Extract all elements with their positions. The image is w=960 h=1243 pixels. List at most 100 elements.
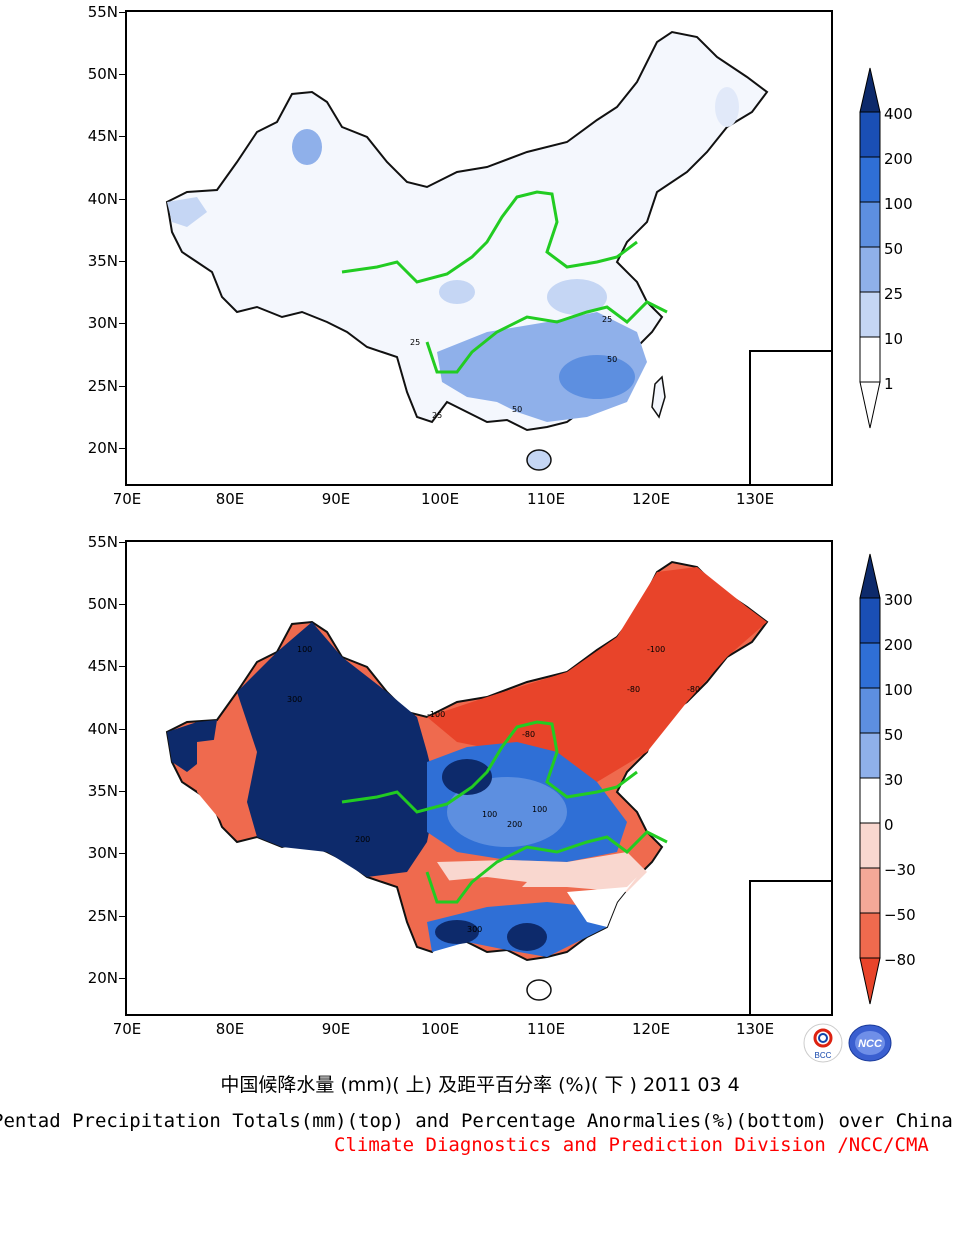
contour-label: -80: [687, 685, 700, 694]
lat-tick: [119, 261, 125, 262]
lat-tick: [119, 12, 125, 13]
lat-label: 45N: [87, 657, 118, 675]
contour-label: -100: [427, 710, 445, 719]
lon-label: 70E: [112, 1020, 142, 1038]
colorbar-top: [859, 67, 881, 429]
lat-tick: [119, 74, 125, 75]
lat-tick: [119, 666, 125, 667]
colorbar-label: 200: [884, 150, 913, 168]
colorbar-label: 400: [884, 105, 913, 123]
yellow-river: [341, 720, 638, 814]
lat-label: 55N: [87, 3, 118, 21]
contour-label: 300: [467, 925, 482, 934]
ncc-logo: NCC: [847, 1022, 892, 1064]
map-frame: -100 -80 100 300 200 100 -100 -80 -80 10…: [125, 540, 833, 1016]
lon-label: 100E: [420, 1020, 460, 1038]
lat-tick: [119, 199, 125, 200]
colorbar-label: 1: [884, 375, 894, 393]
china-precip-map: 25 25 25 50 50: [165, 30, 769, 471]
lat-tick: [119, 978, 125, 979]
colorbar-label: 100: [884, 195, 913, 213]
lon-label: 80E: [215, 1020, 245, 1038]
lon-label: 90E: [321, 1020, 351, 1038]
colorbar-label: −50: [884, 906, 916, 924]
lon-label: 100E: [420, 490, 460, 508]
contour-label: 50: [607, 355, 617, 364]
yangtze-river: [425, 300, 668, 374]
bcc-logo-text: BCC: [815, 1051, 832, 1060]
lat-label: 40N: [87, 190, 118, 208]
chinese-title: 中国候降水量 (mm)( 上) 及距平百分率 (%)( 下 ) 2011 03 …: [220, 1074, 740, 1096]
lat-tick: [119, 542, 125, 543]
lat-label: 20N: [87, 969, 118, 987]
lat-tick: [119, 386, 125, 387]
lon-label: 90E: [321, 490, 351, 508]
contour-label: 100: [482, 810, 497, 819]
lat-tick: [119, 916, 125, 917]
lat-tick: [119, 791, 125, 792]
lon-label: 130E: [735, 1020, 775, 1038]
credit-line: Climate Diagnostics and Prediction Divis…: [334, 1134, 929, 1156]
lon-label: 110E: [526, 1020, 566, 1038]
contour-label: -80: [522, 730, 535, 739]
lat-label: 55N: [87, 533, 118, 551]
colorbar-label: −80: [884, 951, 916, 969]
lon-label: 120E: [631, 490, 671, 508]
lon-label: 130E: [735, 490, 775, 508]
precip-anomaly-map-panel: -100 -80 100 300 200 100 -100 -80 -80 10…: [0, 530, 960, 1050]
lat-label: 30N: [87, 844, 118, 862]
contour-label: -80: [627, 685, 640, 694]
china-anomaly-map: -100 -80 100 300 200 100 -100 -80 -80 10…: [165, 560, 769, 1001]
lat-label: 40N: [87, 720, 118, 738]
colorbar-label: 0: [884, 816, 894, 834]
lat-tick: [119, 448, 125, 449]
bcc-logo: BCC: [802, 1022, 844, 1064]
colorbar-label: 300: [884, 591, 913, 609]
precip-total-map-panel: 25 25 25 50 50 55N 50N 45N 40N 35N 30N 2…: [0, 0, 960, 520]
yangtze-river: [425, 830, 668, 904]
contour-label: 300: [287, 695, 302, 704]
contour-label: 200: [507, 820, 522, 829]
lat-tick: [119, 853, 125, 854]
colorbar-label: 10: [884, 330, 904, 348]
colorbar-label: 25: [884, 285, 904, 303]
lat-label: 25N: [87, 377, 118, 395]
lon-label: 120E: [631, 1020, 671, 1038]
yellow-river: [341, 190, 638, 284]
lon-label: 80E: [215, 490, 245, 508]
colorbar-label: 30: [884, 771, 904, 789]
lon-label: 110E: [526, 490, 566, 508]
map-frame: 25 25 25 50 50: [125, 10, 833, 486]
lat-tick: [119, 604, 125, 605]
south-china-sea-inset: [749, 880, 831, 1014]
lat-label: 35N: [87, 252, 118, 270]
colorbar-label: 100: [884, 681, 913, 699]
contour-label: -100: [647, 645, 665, 654]
lat-tick: [119, 729, 125, 730]
colorbar-label: 50: [884, 726, 904, 744]
colorbar-label: 50: [884, 240, 904, 258]
lat-label: 30N: [87, 314, 118, 332]
colorbar-label: −30: [884, 861, 916, 879]
south-china-sea-inset: [749, 350, 831, 484]
colorbar-label: 200: [884, 636, 913, 654]
contour-label: 50: [512, 405, 522, 414]
lat-label: 20N: [87, 439, 118, 457]
lat-tick: [119, 323, 125, 324]
lat-label: 45N: [87, 127, 118, 145]
contour-label: 200: [355, 835, 370, 844]
contour-label: 100: [297, 645, 312, 654]
contour-label: 25: [410, 338, 420, 347]
ncc-logo-text: NCC: [858, 1038, 883, 1050]
lat-label: 35N: [87, 782, 118, 800]
lat-label: 50N: [87, 595, 118, 613]
lat-tick: [119, 136, 125, 137]
contour-label: 25: [602, 315, 612, 324]
english-title: Pentad Precipitation Totals(mm)(top) and…: [0, 1110, 953, 1132]
lat-label: 50N: [87, 65, 118, 83]
contour-label: 100: [532, 805, 547, 814]
lon-label: 70E: [112, 490, 142, 508]
contour-label: 25: [432, 411, 442, 420]
lat-label: 25N: [87, 907, 118, 925]
colorbar-bottom: [859, 553, 881, 1005]
